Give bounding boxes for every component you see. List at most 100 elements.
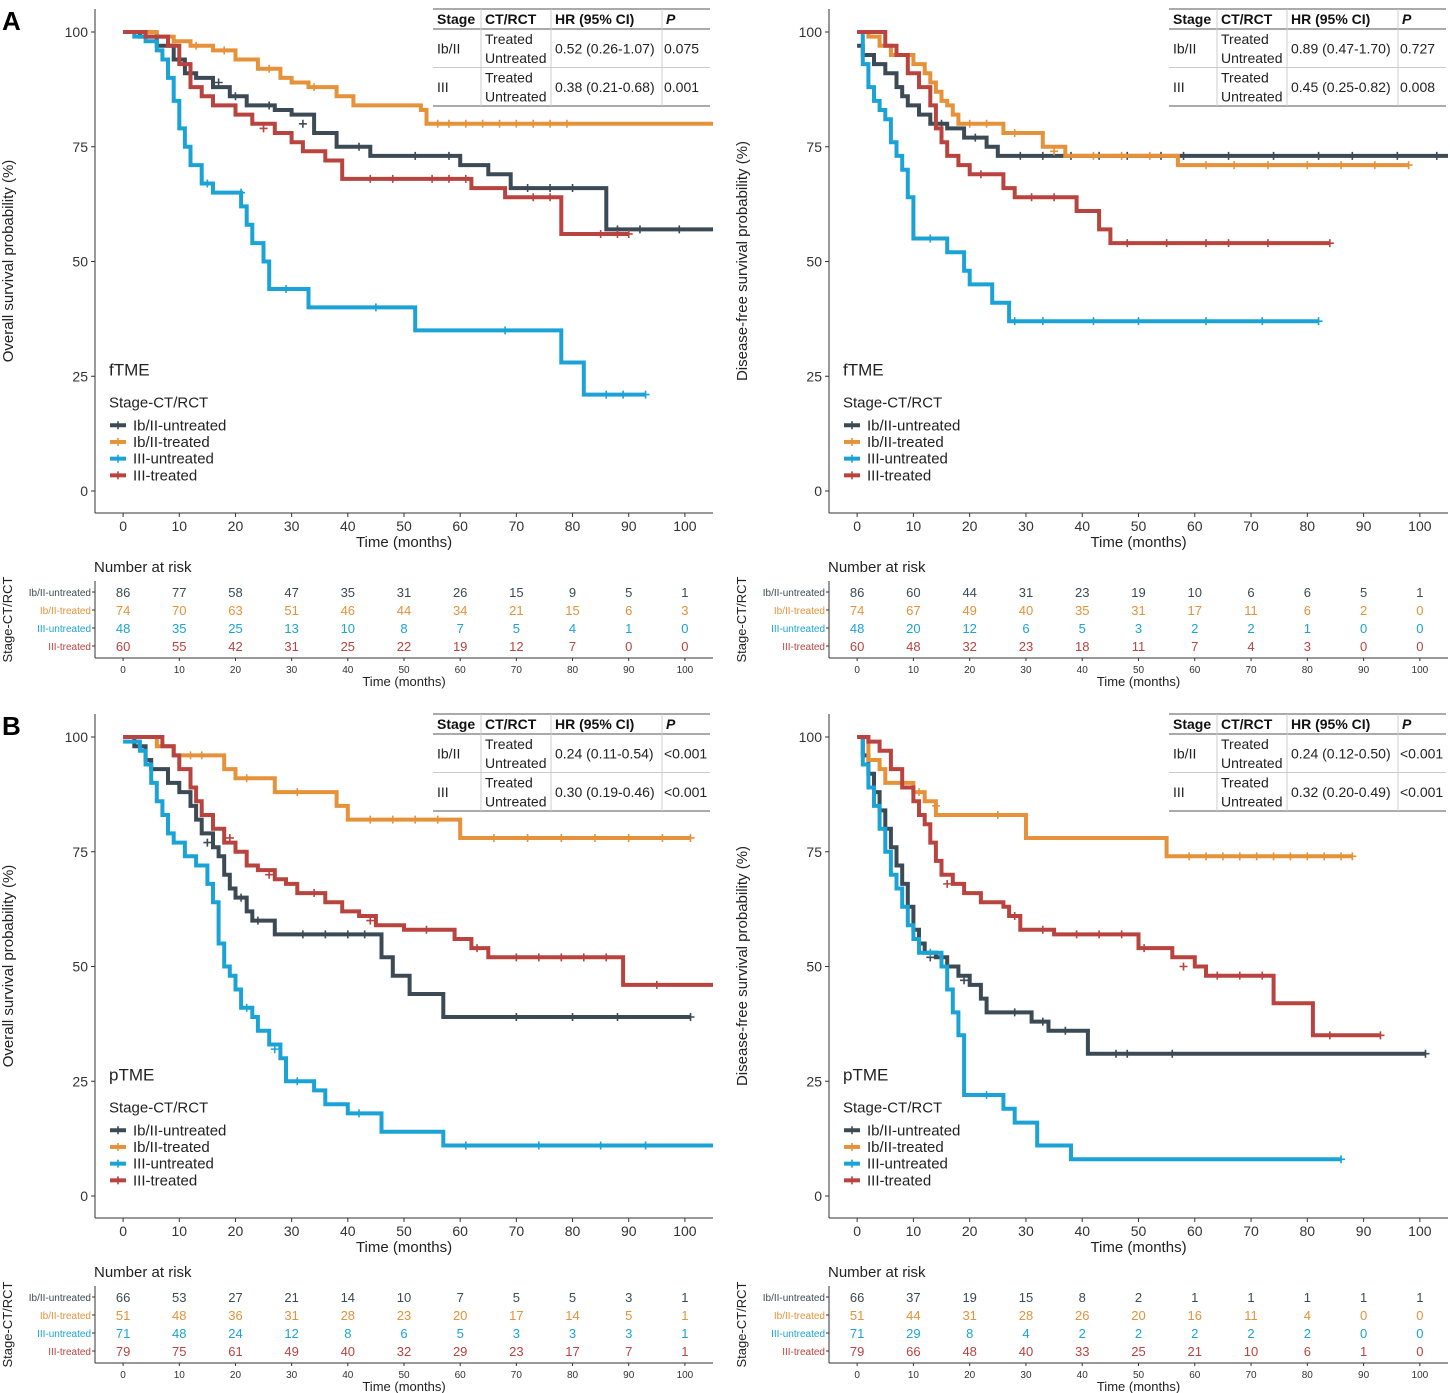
censor-mark <box>1202 317 1211 326</box>
censor-mark <box>557 953 566 962</box>
risk-count: 1 <box>681 1308 688 1323</box>
censor-mark <box>1038 317 1047 326</box>
risk-count: 25 <box>341 639 355 654</box>
risk-count: 20 <box>906 621 920 636</box>
risk-x-tick-label: 0 <box>120 665 126 676</box>
censor-mark <box>1111 1049 1120 1058</box>
risk-count: 58 <box>228 585 242 600</box>
hr-table-header: HR (95% CI) <box>1291 716 1370 732</box>
risk-x-tick-label: 0 <box>854 665 860 676</box>
risk-table-title: Number at risk <box>828 1264 926 1281</box>
y-tick-label: 50 <box>806 959 822 975</box>
hr-table-group: Treated <box>485 736 533 752</box>
censor-mark <box>579 953 588 962</box>
risk-count: 70 <box>172 603 186 618</box>
censor-mark <box>1230 161 1239 170</box>
censor-mark <box>613 229 622 238</box>
x-tick-label: 90 <box>621 1223 637 1239</box>
risk-count: 11 <box>1132 639 1146 654</box>
risk-y-axis-title: Stage-CT/RCT <box>734 1281 749 1367</box>
x-tick-label: 0 <box>853 518 861 534</box>
censor-mark <box>321 930 330 939</box>
hr-table-bg <box>1169 9 1446 106</box>
x-tick-label: 20 <box>228 518 244 534</box>
risk-x-tick-label: 50 <box>1133 665 1145 676</box>
censor-mark <box>1235 971 1244 980</box>
hr-table-hr: 0.30 (0.19-0.46) <box>555 784 655 800</box>
censor-mark <box>388 815 397 824</box>
risk-count: 32 <box>962 639 976 654</box>
censor-mark <box>960 976 969 985</box>
x-tick-label: 50 <box>1131 1223 1147 1239</box>
hr-table-group: Untreated <box>485 794 546 810</box>
risk-count: 44 <box>906 1308 920 1323</box>
y-tick-label: 75 <box>72 844 88 860</box>
risk-x-tick-label: 60 <box>455 1370 467 1381</box>
censor-mark <box>1010 317 1019 326</box>
censor-mark <box>1263 161 1272 170</box>
risk-count: 1 <box>1416 1290 1423 1305</box>
censor-mark <box>237 893 246 902</box>
censor-mark <box>282 285 291 294</box>
x-tick-label: 30 <box>284 518 300 534</box>
x-tick-label: 100 <box>673 518 697 534</box>
x-tick-label: 80 <box>1300 1223 1316 1239</box>
risk-count: 6 <box>1247 585 1254 600</box>
risk-row-label: III-treated <box>782 1347 825 1358</box>
hr-table-hr: 0.89 (0.47-1.70) <box>1291 40 1391 56</box>
censor-mark <box>225 833 234 842</box>
risk-count: 0 <box>1360 639 1367 654</box>
legend-entry: III-treated <box>867 467 931 484</box>
risk-count: 12 <box>962 621 976 636</box>
risk-count: 3 <box>625 1326 632 1341</box>
risk-count: 48 <box>172 1326 186 1341</box>
risk-y-axis-title: Stage-CT/RCT <box>0 576 15 662</box>
hr-table-header: Stage <box>437 716 475 732</box>
risk-count: 8 <box>966 1326 973 1341</box>
censor-mark <box>220 46 229 55</box>
y-tick-label: 0 <box>80 1188 88 1204</box>
risk-x-tick-label: 10 <box>174 1370 186 1381</box>
censor-mark <box>259 124 268 133</box>
hr-table-header: P <box>666 716 676 732</box>
legend-entry: III-untreated <box>133 451 214 468</box>
risk-count: 5 <box>513 621 520 636</box>
censor-mark <box>461 119 470 128</box>
legend-entry: Ib/II-treated <box>133 434 210 451</box>
censor-mark <box>1016 151 1025 160</box>
censor-mark <box>444 151 453 160</box>
censor-mark <box>965 119 974 128</box>
censor-mark <box>265 870 274 879</box>
hr-table-stage: III <box>1173 79 1185 95</box>
risk-count: 60 <box>850 639 864 654</box>
risk-count: 35 <box>172 621 186 636</box>
risk-count: 28 <box>341 1308 355 1323</box>
censor-mark <box>1185 852 1194 861</box>
legend-title: Stage-CT/RCT <box>109 394 208 411</box>
km-curve-iii-treated <box>857 735 1381 1038</box>
x-tick-label: 80 <box>565 1223 581 1239</box>
censor-mark <box>1050 193 1059 202</box>
censor-mark <box>473 944 482 953</box>
risk-count: 20 <box>1131 1308 1145 1323</box>
censor-mark <box>658 833 667 842</box>
hr-table-p: <0.001 <box>664 745 707 761</box>
x-tick-label: 40 <box>1074 1223 1090 1239</box>
hr-table-p: <0.001 <box>1400 745 1443 761</box>
censor-mark <box>1213 971 1222 980</box>
hr-table-header: CT/RCT <box>485 716 537 732</box>
risk-x-tick-label: 80 <box>1302 1370 1314 1381</box>
km-curve-ib-ii-untreated <box>123 735 691 1019</box>
risk-count: 79 <box>116 1344 130 1359</box>
censor-mark <box>1202 161 1211 170</box>
risk-count: 2 <box>1360 603 1367 618</box>
x-tick-label: 30 <box>1018 1223 1034 1239</box>
risk-count: 49 <box>284 1344 298 1359</box>
hr-table-group: Untreated <box>485 755 546 771</box>
censor-mark <box>192 41 201 50</box>
hr-table: Stage CT/RCT HR (95% CI) P Ib/II Treated Untre… <box>433 713 710 812</box>
hr-table-hr: 0.32 (0.20-0.49) <box>1291 784 1391 800</box>
risk-count: 2 <box>1247 621 1254 636</box>
risk-count: 20 <box>453 1308 467 1323</box>
risk-x-tick-label: 60 <box>455 665 467 676</box>
